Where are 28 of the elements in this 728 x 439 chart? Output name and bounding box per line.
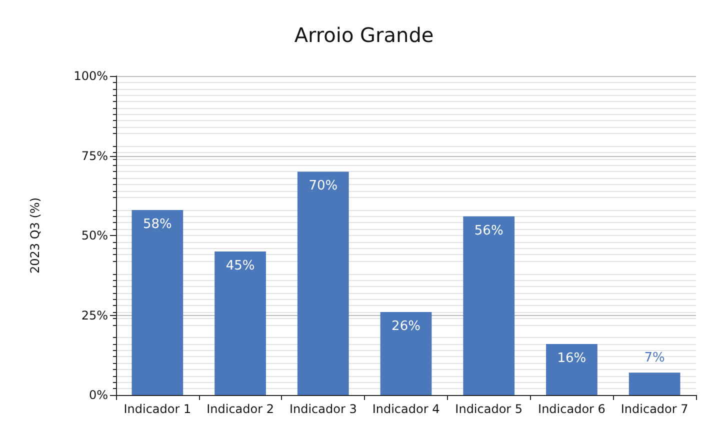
y-tick-label: 75% (81, 148, 108, 163)
data-label: 16% (557, 350, 586, 366)
data-label: 26% (392, 319, 420, 334)
chart-title: Arroio Grande (294, 23, 434, 47)
x-tick-label: Indicador 7 (620, 402, 688, 416)
x-tick-label: Indicador 3 (289, 402, 357, 416)
data-label: 7% (644, 350, 665, 366)
bar (546, 344, 598, 395)
bar (463, 216, 515, 395)
bar (132, 210, 184, 395)
y-tick-label: 25% (81, 308, 108, 322)
data-label: 70% (308, 178, 338, 194)
y-tick-label: 50% (81, 228, 108, 242)
bar (380, 312, 432, 395)
x-tick-label: Indicador 6 (538, 402, 606, 416)
y-axis-title: 2023 Q3 (%) (28, 197, 42, 274)
x-tick-label: Indicador 2 (206, 402, 274, 416)
x-tick-label: Indicador 5 (455, 402, 523, 416)
data-label: 56% (474, 223, 504, 238)
bar (214, 251, 266, 395)
y-tick-label: 100% (74, 69, 108, 83)
y-tick-label: 0% (88, 388, 108, 402)
x-tick-label: Indicador 4 (372, 402, 440, 416)
data-label: 45% (226, 258, 255, 274)
data-label: 58% (142, 216, 172, 232)
bar (297, 172, 349, 395)
x-tick-label: Indicador 1 (124, 402, 192, 416)
bar (628, 372, 680, 395)
